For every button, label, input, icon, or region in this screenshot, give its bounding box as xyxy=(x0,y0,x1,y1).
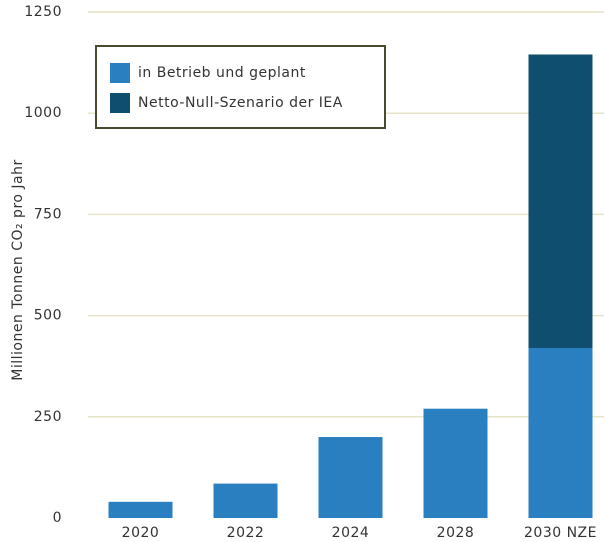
y-tick-label: 0 xyxy=(53,510,62,526)
bar-segment xyxy=(528,54,593,348)
y-tick-label: 500 xyxy=(34,308,62,324)
y-tick-label: 1000 xyxy=(24,105,62,121)
x-tick-label: 2024 xyxy=(332,525,370,541)
legend-box xyxy=(95,45,386,129)
y-tick-label: 1250 xyxy=(24,4,62,20)
bar-segment xyxy=(213,483,278,518)
y-axis-label: Millionen Tonnen CO₂ pro Jahr xyxy=(10,159,26,380)
x-tick-label: 2028 xyxy=(437,525,475,541)
y-tick-label: 750 xyxy=(34,206,62,222)
legend-label: Netto-Null-Szenario der IEA xyxy=(138,95,343,111)
bar-segment xyxy=(528,347,593,518)
x-tick-label: 2030 NZE xyxy=(524,525,597,541)
x-tick-label: 2020 xyxy=(122,525,160,541)
bar-segment xyxy=(108,501,173,518)
legend-label: in Betrieb und geplant xyxy=(138,65,306,81)
legend-swatch xyxy=(110,63,130,83)
y-tick-label: 250 xyxy=(34,409,62,425)
legend: in Betrieb und geplant Netto-Null-Szenari… xyxy=(95,45,386,129)
legend-swatch xyxy=(110,93,130,113)
bar-segment xyxy=(318,437,383,518)
bar-segment xyxy=(423,408,488,518)
x-tick-label: 2022 xyxy=(227,525,265,541)
